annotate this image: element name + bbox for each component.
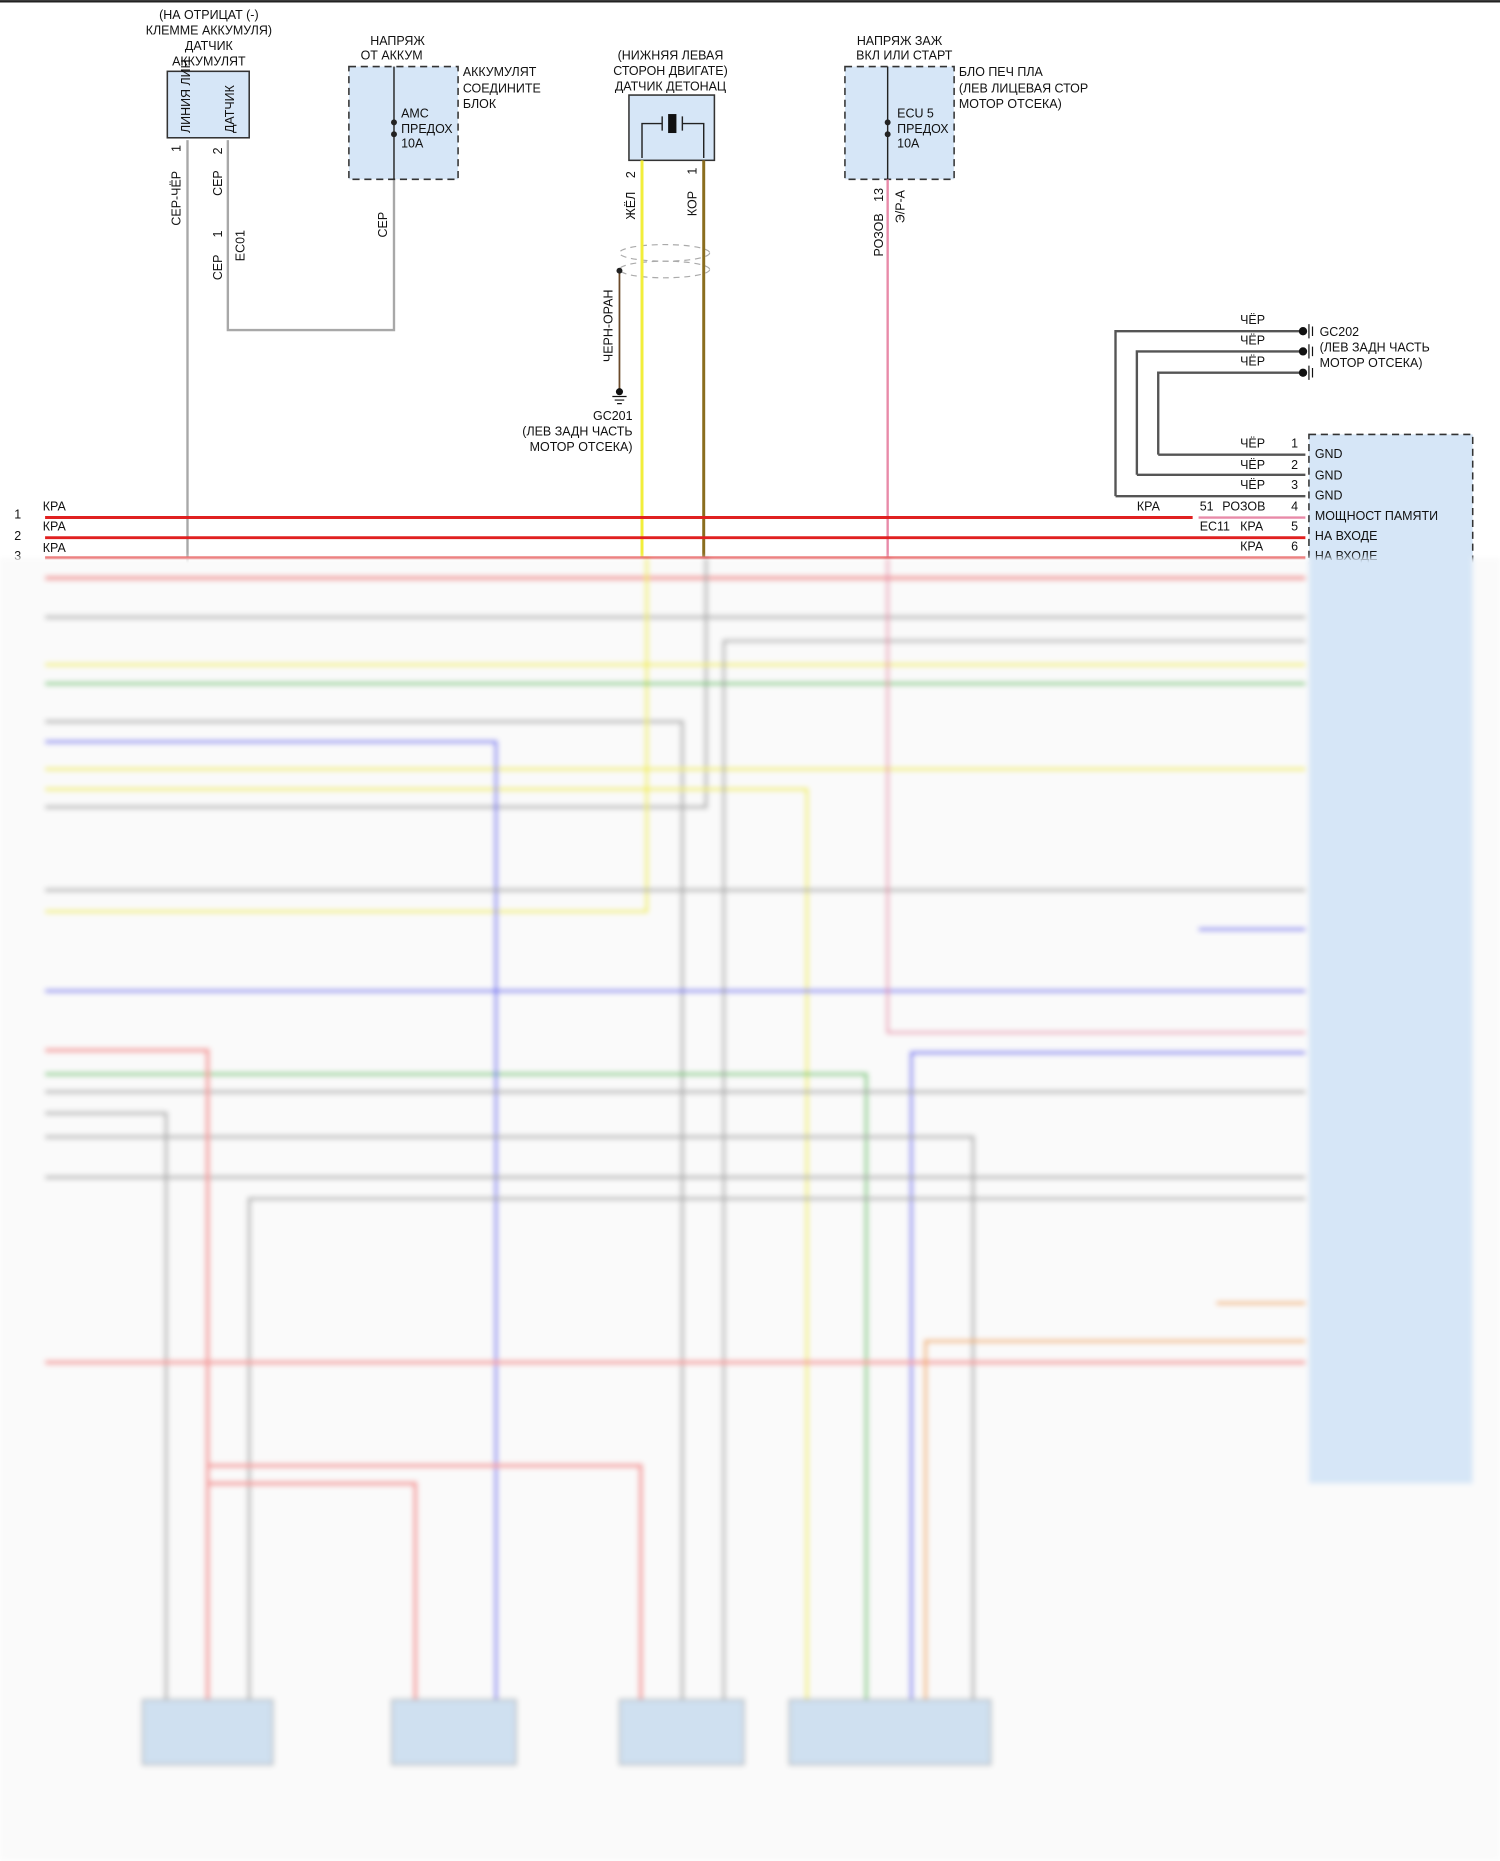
svg-text:2: 2 — [14, 529, 21, 543]
svg-text:КЛЕММЕ АККУМУЛЯ): КЛЕММЕ АККУМУЛЯ) — [146, 24, 272, 38]
svg-text:РОЗОВ: РОЗОВ — [872, 213, 886, 256]
svg-text:GND: GND — [1315, 447, 1343, 461]
blurred-lower-diagram — [0, 557, 1500, 1861]
svg-text:КРА: КРА — [43, 499, 67, 513]
svg-text:2: 2 — [1291, 458, 1298, 472]
svg-text:ЧЁР: ЧЁР — [1240, 458, 1265, 472]
svg-text:ЧЁР: ЧЁР — [1240, 478, 1265, 492]
svg-text:ОТ АККУМ: ОТ АККУМ — [361, 48, 423, 62]
svg-text:СТОРОН ДВИГАТЕ): СТОРОН ДВИГАТЕ) — [613, 64, 727, 78]
ecu5-fuse-block: НАПРЯЖ ЗАЖ ВКЛ ИЛИ СТАРТ ECU 5 ПРЕДОХ 10… — [844, 34, 1088, 256]
svg-text:EC01: EC01 — [233, 230, 247, 261]
svg-text:(ЛЕВ ЛИЦЕВАЯ СТОР: (ЛЕВ ЛИЦЕВАЯ СТОР — [959, 82, 1088, 96]
svg-text:1: 1 — [686, 168, 700, 175]
svg-text:1: 1 — [14, 508, 21, 522]
svg-text:2: 2 — [211, 147, 225, 154]
svg-text:(ЛЕВ ЗАДН ЧАСТЬ: (ЛЕВ ЗАДН ЧАСТЬ — [1320, 340, 1430, 354]
svg-text:GND: GND — [1315, 469, 1343, 483]
svg-text:НАПРЯЖ ЗАЖ: НАПРЯЖ ЗАЖ — [857, 34, 943, 48]
svg-text:ДАТЧИК ДЕТОНАЦ: ДАТЧИК ДЕТОНАЦ — [615, 79, 726, 93]
svg-text:4: 4 — [1291, 499, 1298, 513]
svg-text:51: 51 — [1200, 499, 1214, 513]
svg-text:МОТОР ОТСЕКА): МОТОР ОТСЕКА) — [1320, 356, 1423, 370]
svg-text:(НА ОТРИЦАТ (-): (НА ОТРИЦАТ (-) — [159, 8, 259, 22]
svg-text:1: 1 — [169, 145, 183, 152]
top-border — [0, 0, 1500, 3]
svg-text:ЧЁР: ЧЁР — [1240, 355, 1265, 369]
svg-text:EC11: EC11 — [1200, 520, 1230, 534]
svg-text:GND: GND — [1315, 489, 1343, 503]
svg-text:GC202: GC202 — [1320, 325, 1360, 339]
svg-text:КРА: КРА — [1240, 520, 1264, 534]
svg-text:МОЩНОСТ ПАМЯТИ: МОЩНОСТ ПАМЯТИ — [1315, 509, 1438, 523]
svg-text:АККУМУЛЯТ: АККУМУЛЯТ — [463, 65, 537, 79]
left-bus: 1 КРА 2 КРА 3 КРА — [14, 499, 1306, 563]
svg-text:ПРЕДОХ: ПРЕДОХ — [401, 122, 453, 136]
svg-text:КРА: КРА — [1240, 540, 1264, 554]
ecu-pins: ЧЁР 1 GND ЧЁР 2 GND ЧЁР 3 GND КРА 51 РОЗОВ 4 МОЩ… — [1115, 437, 1438, 563]
svg-text:3: 3 — [14, 549, 21, 563]
svg-text:СЕР: СЕР — [376, 212, 390, 238]
svg-text:КРА: КРА — [43, 520, 67, 534]
svg-text:ВКЛ ИЛИ СТАРТ: ВКЛ ИЛИ СТАРТ — [856, 48, 953, 62]
svg-text:МОТОР ОТСЕКА): МОТОР ОТСЕКА) — [959, 97, 1062, 111]
svg-text:БЛО ПЕЧ ПЛА: БЛО ПЕЧ ПЛА — [959, 65, 1044, 79]
svg-text:БЛОК: БЛОК — [463, 97, 497, 111]
svg-text:АМС: АМС — [401, 107, 429, 121]
svg-text:1: 1 — [1291, 437, 1298, 451]
svg-text:КОР: КОР — [686, 191, 700, 216]
wire-battery-sensor — [226, 71, 396, 332]
svg-text:НАПРЯЖ: НАПРЯЖ — [370, 34, 425, 48]
svg-text:ЧЁР: ЧЁР — [1240, 333, 1265, 347]
svg-text:СЕР: СЕР — [211, 170, 225, 196]
svg-text:КРА: КРА — [43, 541, 67, 555]
svg-text:(НИЖНЯЯ ЛЕВАЯ: (НИЖНЯЯ ЛЕВАЯ — [618, 48, 724, 62]
svg-text:6: 6 — [1291, 540, 1298, 554]
svg-text:РОЗОВ: РОЗОВ — [1222, 499, 1265, 513]
knock-sensor: (НИЖНЯЯ ЛЕВАЯ СТОРОН ДВИГАТЕ) ДАТЧИК ДЕТ… — [522, 48, 727, 454]
amc-fuse-block: НАПРЯЖ ОТ АККУМ АМС ПРЕДОХ 10A АККУМУЛЯТ… — [348, 34, 541, 238]
svg-text:МОТОР ОТСЕКА): МОТОР ОТСЕКА) — [530, 440, 633, 454]
svg-text:1: 1 — [211, 230, 225, 237]
ground-gc202: ЧЁР ЧЁР ЧЁР GC202 (ЛЕВ ЗАДН ЧАСТЬ МОТОР … — [1114, 313, 1430, 497]
svg-text:(ЛЕВ ЗАДН ЧАСТЬ: (ЛЕВ ЗАДН ЧАСТЬ — [522, 425, 632, 439]
svg-text:АККУМУЛЯТ: АККУМУЛЯТ — [172, 54, 246, 68]
svg-text:ПРЕДОХ: ПРЕДОХ — [897, 122, 949, 136]
svg-text:ЛИНИЯ ЛИН: ЛИНИЯ ЛИН — [179, 59, 193, 133]
svg-text:5: 5 — [1291, 520, 1298, 534]
svg-text:ЧЁР: ЧЁР — [1240, 437, 1265, 451]
svg-text:НА ВХОДЕ: НА ВХОДЕ — [1315, 529, 1378, 543]
svg-text:ДАТЧИК: ДАТЧИК — [223, 84, 237, 133]
svg-text:СЕР: СЕР — [211, 255, 225, 281]
svg-text:СЕР-ЧЁР: СЕР-ЧЁР — [169, 171, 183, 226]
svg-text:3: 3 — [1291, 478, 1298, 492]
svg-text:ДАТЧИК: ДАТЧИК — [185, 39, 234, 53]
svg-text:ECU 5: ECU 5 — [897, 107, 934, 121]
svg-text:GC201: GC201 — [593, 409, 633, 423]
svg-text:СОЕДИНИТЕ: СОЕДИНИТЕ — [463, 82, 541, 96]
svg-text:ЖЁЛ: ЖЁЛ — [624, 192, 638, 220]
battery-sensor: (НА ОТРИЦАТ (-) КЛЕММЕ АККУМУЛЯ) ДАТЧИК … — [146, 8, 272, 280]
svg-text:10A: 10A — [897, 136, 920, 150]
svg-text:2: 2 — [624, 171, 638, 178]
svg-text:КРА: КРА — [1137, 499, 1161, 513]
svg-text:ЧЕРН-ОРАН: ЧЕРН-ОРАН — [601, 290, 615, 363]
svg-text:10A: 10A — [401, 136, 424, 150]
svg-text:Э/Р-А: Э/Р-А — [893, 189, 907, 223]
svg-text:13: 13 — [872, 188, 886, 202]
svg-text:ЧЁР: ЧЁР — [1240, 313, 1265, 327]
